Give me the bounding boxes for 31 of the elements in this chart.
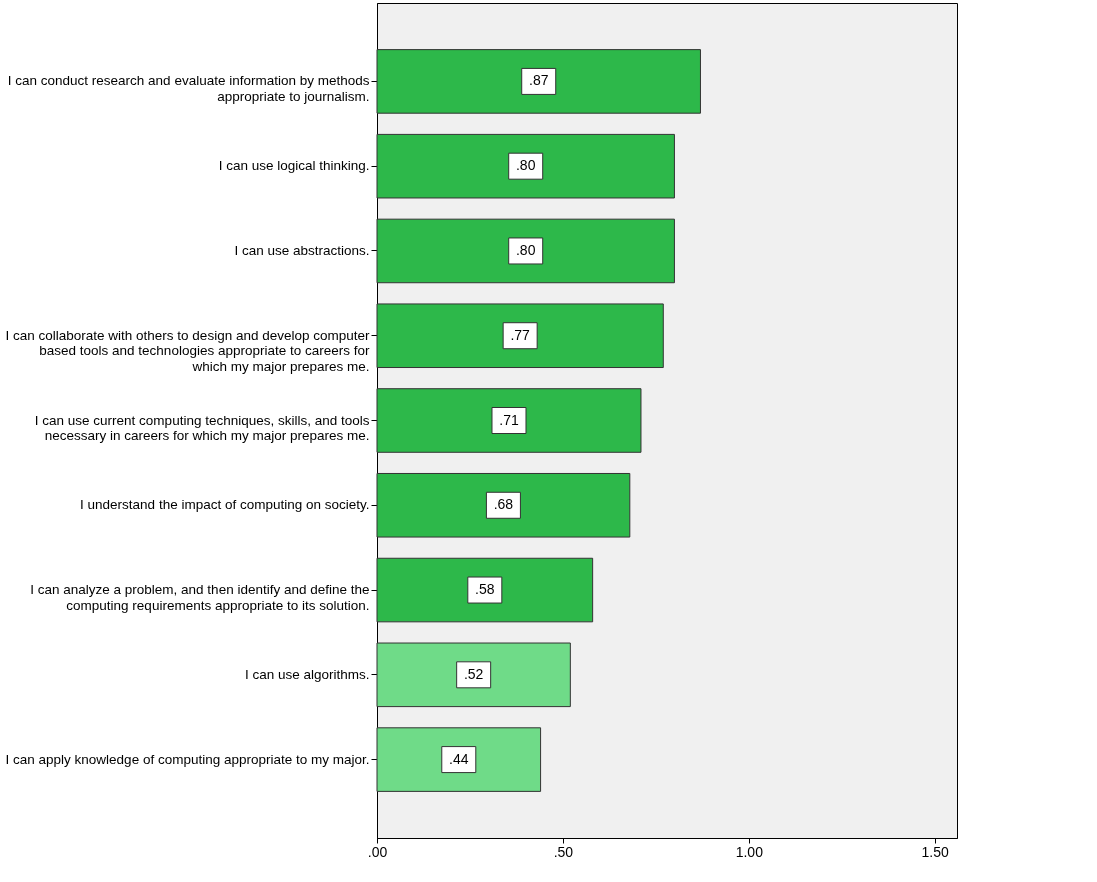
y-tick-label: I can use abstractions.	[234, 242, 370, 258]
y-tick-label: I can conduct research and evaluate information by methods appropriate to journalism.	[7, 73, 370, 104]
bar	[376, 303, 664, 369]
data-label: .80	[515, 241, 536, 258]
y-tick-label: I can use logical thinking.	[218, 158, 370, 174]
bar	[376, 557, 594, 623]
x-tick-label: .50	[553, 843, 574, 860]
y-tick-label: I can analyze a problem, and then identify and define the computing requirements appropriate to its solution.	[30, 582, 370, 613]
y-tick-label: I can use algorithms.	[244, 666, 370, 682]
y-tick-label: I can collaborate with others to design and develop computer based tools and technologies appropriate to careers for which my major prepares me.	[5, 327, 370, 374]
y-tick-label: I can apply knowledge of computing appropriate to my major.	[5, 751, 370, 767]
data-label: .68	[493, 496, 514, 513]
y-tick-label: I can use current computing techniques, skills, and tools necessary in careers for which my major prepares me.	[34, 412, 370, 443]
y-tick-label: I understand the impact of computing on society.	[80, 497, 370, 513]
data-label: .87	[529, 72, 549, 89]
data-label: .80	[515, 157, 536, 174]
bar	[376, 133, 675, 199]
bar	[376, 388, 642, 453]
bar	[376, 218, 675, 284]
data-label: .77	[510, 326, 531, 343]
x-tick-label: 1.00	[735, 843, 764, 860]
data-label: .44	[449, 750, 469, 767]
bar	[376, 642, 571, 708]
data-label: .58	[475, 581, 495, 598]
bar	[376, 727, 542, 792]
data-label: .71	[499, 411, 519, 428]
bar	[376, 472, 631, 538]
bar	[376, 49, 701, 114]
x-tick-label: 1.50	[921, 843, 950, 860]
data-label: .52	[463, 665, 484, 682]
x-tick-label: .00	[367, 843, 388, 860]
